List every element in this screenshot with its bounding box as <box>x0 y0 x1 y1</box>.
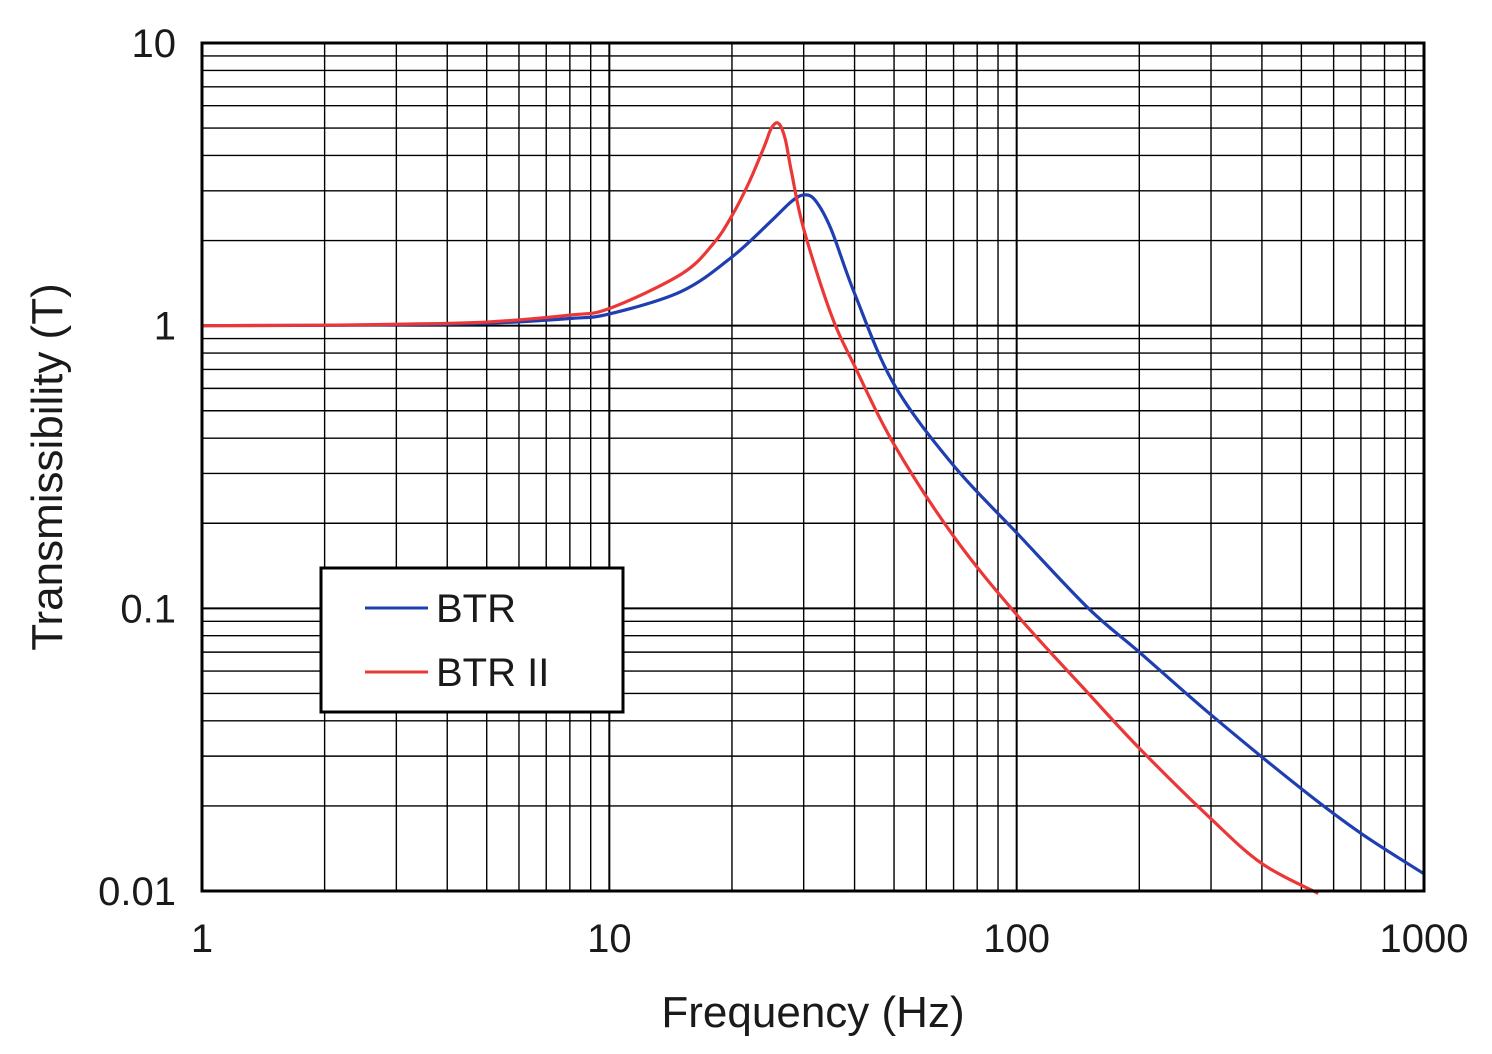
y-axis-title: Transmissibility (T) <box>23 283 72 650</box>
y-tick-label: 0.01 <box>98 870 176 914</box>
y-tick-label: 10 <box>132 22 177 66</box>
series-layer <box>201 121 1425 895</box>
x-axis-title: Frequency (Hz) <box>661 988 964 1037</box>
legend-label-btr-ii: BTR II <box>436 651 549 695</box>
plot-frame <box>200 41 1426 893</box>
x-tick-label: 10 <box>587 917 632 961</box>
legend-label-btr: BTR <box>436 587 516 631</box>
x-tick-label: 100 <box>983 917 1050 961</box>
y-tick-label: 0.1 <box>120 587 176 631</box>
legend: BTR BTR II <box>319 566 625 714</box>
series-line-btr-ii <box>201 121 1319 895</box>
grid-lines <box>201 43 1424 892</box>
x-tick-label: 1 <box>191 917 213 961</box>
series-line-btr <box>201 193 1425 876</box>
x-tick-label: 1000 <box>1380 917 1469 961</box>
y-tick-label: 1 <box>154 305 176 349</box>
legend-box <box>319 566 625 714</box>
tick-labels: 1 10 100 1000 10 1 0.1 0.01 <box>98 22 1468 961</box>
